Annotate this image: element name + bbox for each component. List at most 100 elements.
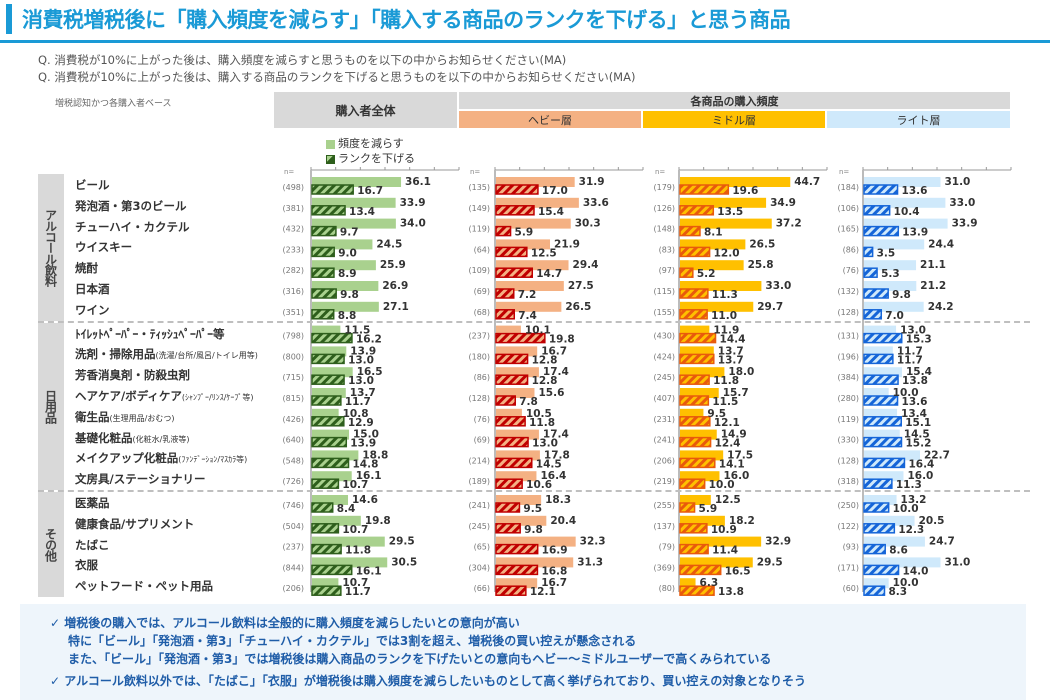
data-label-rank: 15.2 [905,438,931,450]
item-label-main: 発泡酒・第3のビール [75,198,187,213]
item-label: ヘアケア/ボディケア(ｼｬﾝﾌﾟｰ/ﾘﾝｽ/ｹｰﾌﾟ等) [75,388,254,404]
n-count: (189) [468,477,490,486]
data-label-rank: 14.7 [536,268,562,280]
data-label-freq: 20.4 [550,515,576,527]
data-label-freq: 16.5 [357,366,383,378]
n-count: (137) [653,522,675,531]
data-label-freq: 14.9 [721,429,747,441]
n-count: (548) [282,456,304,465]
n-count: (746) [282,501,304,510]
bar-freq [496,177,575,187]
bar-freq [864,495,897,505]
bar-rank [863,478,893,489]
bar-rank [679,184,730,195]
bar-rank [311,332,353,344]
data-label-rank: 16.9 [542,545,568,557]
item-label-main: メイクアップ化粧品 [75,451,179,466]
data-label-rank: 12.0 [714,247,740,259]
data-label-freq: 26.9 [382,280,408,292]
item-label: 洗剤・掃除用品(洗濯/台所/風呂/トイレ用等) [75,346,258,362]
data-label-freq: 27.5 [568,280,594,292]
bar-rank [311,374,345,385]
data-label-freq: 10.7 [342,577,368,589]
n-count: (426) [282,415,304,424]
bar-freq [864,429,900,440]
bar-freq [312,408,339,419]
data-label-freq: 12.5 [715,494,741,506]
data-label-rank: 11.0 [711,310,737,322]
section-label: アルコール飲料 [38,174,64,321]
bar-rank [679,502,696,513]
bar-freq [496,495,542,505]
bar-rank [311,416,345,427]
bar-freq [496,281,564,291]
bar-freq [312,260,376,271]
title-accent-bar [6,4,12,34]
bar-freq [496,346,538,357]
n-count: (241) [468,501,490,510]
bar-rank [311,564,353,576]
item-label-main: ヘアケア/ボディケア [75,389,182,403]
bar-freq [864,197,946,208]
bar-rank [495,523,521,534]
data-label-rank: 14.5 [536,458,562,470]
bar-rank [863,374,899,385]
bar-freq [864,218,948,229]
data-label-freq: 21.1 [920,259,946,271]
data-label-rank: 5.9 [515,227,534,239]
bar-rank [495,205,535,216]
n-count: (280) [837,394,859,403]
bar-rank [679,564,722,576]
summary-line-4: ✓ アルコール飲料以外では、「たばこ」「衣服」が増税後は購入頻度を減らしたいもの… [50,674,806,688]
data-label-freq: 17.4 [543,366,569,378]
data-label-rank: 12.3 [898,524,924,536]
data-label-rank: 11.4 [712,545,738,557]
bar-rank [311,184,354,195]
data-label-rank: 12.5 [531,247,557,259]
n-count: (844) [282,563,304,572]
bar-freq [864,301,924,312]
data-label-freq: 24.5 [376,238,402,250]
data-label-freq: 13.2 [901,494,927,506]
n-count: (282) [282,266,304,275]
n-count: (798) [282,332,304,341]
bar-freq [496,557,574,568]
data-label-freq: 29.5 [389,536,415,548]
data-label-rank: 13.5 [717,206,743,218]
n-count: (80) [659,584,675,593]
n-count: (330) [837,436,859,445]
bar-rank [863,523,896,534]
data-label-rank: 16.1 [356,565,382,577]
bar-rank [863,205,891,216]
item-label: 医薬品 [75,495,110,511]
n-count: (407) [653,394,675,403]
data-label-rank: 10.6 [526,479,552,491]
bar-rank [495,246,528,258]
bar-rank [679,436,712,448]
bar-rank [679,374,710,385]
n-count: (351) [282,308,304,317]
data-label-freq: 26.5 [565,301,591,313]
bar-freq [496,536,576,547]
bar-rank [311,205,346,216]
bar-freq [680,536,762,547]
bar-freq [680,471,720,482]
n-count: (109) [468,266,490,275]
bar-rank [863,225,900,237]
bar-rank [495,502,521,513]
data-label-freq: 25.9 [380,259,406,271]
bar-freq [680,429,717,440]
data-label-freq: 34.9 [770,197,796,209]
bar-freq [312,281,379,291]
n-count: (384) [837,373,859,382]
item-label-sub: (ﾌｧﾝﾃﾞｰｼｮﾝ/ﾏｽｶﾗ等) [178,455,248,465]
n-count: (165) [837,225,859,234]
bar-rank [311,457,350,469]
bar-rank [495,478,523,489]
data-label-freq: 10.0 [893,387,919,399]
bar-freq [680,450,724,461]
n-label-middle: n= [655,168,665,176]
data-label-freq: 13.7 [350,387,376,399]
data-label-rank: 13.6 [902,185,928,197]
bar-freq [864,388,889,398]
